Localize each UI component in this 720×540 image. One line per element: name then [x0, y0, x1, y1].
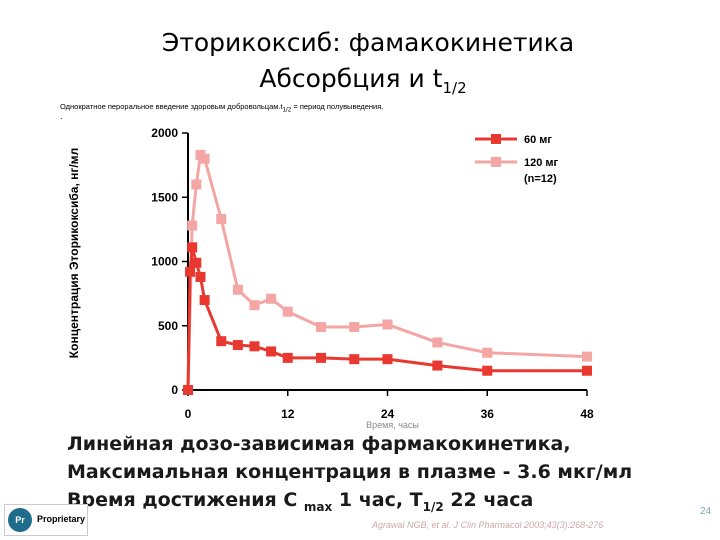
data-point [266, 293, 277, 304]
y-tick-label: 500 [158, 319, 178, 333]
x-axis-label: Время, часы [366, 420, 419, 430]
y-tick-label: 0 [171, 383, 178, 397]
y-tick-label: 2000 [151, 126, 178, 140]
data-point [382, 319, 393, 330]
legend-marker [491, 134, 501, 144]
x-tick-label: 48 [580, 407, 594, 421]
data-point [382, 354, 393, 365]
study-note-text: Однократное пероральное введение здоровы… [60, 102, 283, 111]
data-point [183, 385, 193, 395]
study-note-sub: 1/2 [282, 106, 292, 114]
data-point [482, 347, 493, 358]
title-line2-main: Абсорбция и t [259, 64, 443, 93]
summary-line1: Линейная дозо-зависимая фармакокинетика, [67, 433, 571, 455]
title-line2-sub: 1/2 [442, 79, 467, 97]
summary-line3-a: Время достижения С [67, 489, 304, 511]
data-point [232, 340, 243, 351]
data-point [282, 306, 293, 317]
data-point [582, 365, 592, 376]
data-point [432, 360, 443, 371]
legend-marker [491, 157, 501, 167]
data-point [185, 266, 196, 277]
data-point [199, 295, 210, 306]
study-note: Однократное пероральное введение здоровы… [60, 102, 383, 114]
data-point [282, 352, 293, 363]
data-point [482, 365, 493, 376]
data-point [249, 300, 260, 311]
study-note-end: = период полувыведения. [291, 102, 384, 111]
summary-line2: Максимальная концентрация в плазме - 3.6… [67, 461, 633, 483]
legend-sublabel: (n=12) [524, 173, 557, 185]
data-point [349, 354, 360, 365]
note-dot: . [60, 112, 63, 121]
proprietary-logo: Pr Proprietary [4, 504, 88, 536]
slide-subtitle: Абсорбция и t1/2 [0, 64, 720, 97]
summary-text: Линейная дозо-зависимая фармакокинетика,… [67, 430, 632, 521]
page-number: 24 [700, 506, 712, 517]
summary-line3: Время достижения С max 1 час, Т1/2 22 ча… [67, 486, 632, 521]
legend-label: 60 мг [524, 134, 552, 146]
data-point [316, 352, 326, 363]
data-point [432, 337, 443, 348]
data-point [349, 322, 360, 333]
legend-label: 120 мг [524, 157, 559, 169]
data-point [232, 284, 243, 295]
data-point [216, 336, 227, 347]
x-tick-label: 24 [381, 407, 395, 421]
y-tick-label: 1500 [151, 190, 178, 204]
citation: Agrawal NGB, et al. J Clin Pharmacol 200… [372, 520, 604, 530]
x-tick-label: 12 [281, 407, 295, 421]
data-point [187, 242, 198, 253]
logo-text: Proprietary [37, 514, 86, 524]
data-point [582, 351, 592, 362]
title-line1: Эторикоксиб: фамакокинетика [161, 28, 575, 57]
logo-mark-icon: Pr [8, 508, 32, 532]
data-point [187, 220, 198, 231]
summary-line3-c: 22 часа [443, 489, 534, 511]
series-line [186, 245, 587, 391]
summary-line3-b: 1 час, Т [332, 489, 423, 511]
x-tick-label: 36 [481, 407, 495, 421]
summary-line3-sub2: 1/2 [422, 499, 444, 514]
x-tick-label: 0 [185, 407, 192, 421]
data-point [199, 153, 210, 164]
data-point [249, 341, 260, 352]
data-point [216, 214, 227, 225]
summary-line3-sub: max [303, 499, 333, 514]
y-tick-label: 1000 [151, 255, 178, 269]
data-point [191, 257, 202, 268]
data-point [316, 322, 326, 333]
slide-title: Эторикоксиб: фамакокинетика [0, 28, 720, 57]
data-point [191, 179, 202, 190]
data-point [195, 271, 206, 282]
data-point [266, 346, 277, 357]
series-line [186, 153, 588, 391]
